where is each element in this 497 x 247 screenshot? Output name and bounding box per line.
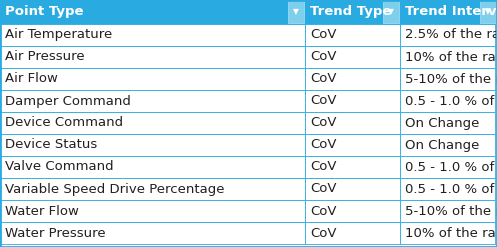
Bar	[383, 1, 399, 23]
Text: Device Command: Device Command	[5, 117, 123, 129]
Text: Device Status: Device Status	[5, 139, 97, 151]
Bar	[305, 0, 400, 24]
Bar	[305, 90, 400, 112]
Text: Trend Type: Trend Type	[310, 5, 391, 19]
Text: Air Flow: Air Flow	[5, 73, 58, 85]
Text: Trend Interval: Trend Interval	[405, 5, 497, 19]
Text: On Change: On Change	[405, 139, 480, 151]
Text: Water Flow: Water Flow	[5, 205, 79, 218]
Bar	[400, 200, 495, 222]
Bar	[305, 222, 400, 244]
Bar	[305, 68, 400, 90]
Text: Air Temperature: Air Temperature	[5, 28, 112, 41]
Bar	[305, 24, 400, 46]
Text: Damper Command: Damper Command	[5, 95, 131, 107]
Text: 2.5% of the range: 2.5% of the range	[405, 28, 497, 41]
Bar	[0, 68, 305, 90]
Bar	[0, 178, 305, 200]
Text: Air Pressure: Air Pressure	[5, 50, 84, 63]
Bar	[400, 0, 495, 24]
Text: ▼: ▼	[485, 7, 491, 17]
Text: 0.5 - 1.0 % of the range: 0.5 - 1.0 % of the range	[405, 183, 497, 195]
Text: 10% of the range: 10% of the range	[405, 50, 497, 63]
Bar	[400, 90, 495, 112]
Bar	[305, 112, 400, 134]
Text: CoV: CoV	[310, 226, 336, 240]
Text: Variable Speed Drive Percentage: Variable Speed Drive Percentage	[5, 183, 225, 195]
Bar	[305, 178, 400, 200]
Text: CoV: CoV	[310, 139, 336, 151]
Text: 0.5 - 1.0 % of the range: 0.5 - 1.0 % of the range	[405, 95, 497, 107]
Bar	[0, 134, 305, 156]
Bar	[0, 46, 305, 68]
Bar	[0, 200, 305, 222]
Text: Valve Command: Valve Command	[5, 161, 114, 173]
Bar	[288, 1, 304, 23]
Bar	[400, 112, 495, 134]
Text: CoV: CoV	[310, 28, 336, 41]
Bar	[0, 112, 305, 134]
Bar	[305, 156, 400, 178]
Bar	[400, 222, 495, 244]
Bar	[0, 0, 305, 24]
Text: 0.5 - 1.0 % of the range: 0.5 - 1.0 % of the range	[405, 161, 497, 173]
Bar	[400, 46, 495, 68]
Text: CoV: CoV	[310, 50, 336, 63]
Bar	[0, 24, 305, 46]
Text: ▼: ▼	[388, 7, 394, 17]
Text: CoV: CoV	[310, 183, 336, 195]
Bar	[400, 156, 495, 178]
Text: CoV: CoV	[310, 117, 336, 129]
Text: Point Type: Point Type	[5, 5, 83, 19]
Bar	[400, 68, 495, 90]
Bar	[0, 156, 305, 178]
Bar	[480, 1, 496, 23]
Bar	[0, 222, 305, 244]
Text: CoV: CoV	[310, 95, 336, 107]
Bar	[400, 178, 495, 200]
Text: CoV: CoV	[310, 161, 336, 173]
Bar	[400, 134, 495, 156]
Text: On Change: On Change	[405, 117, 480, 129]
Text: 5-10% of the range: 5-10% of the range	[405, 205, 497, 218]
Bar	[305, 134, 400, 156]
Text: ▼: ▼	[293, 7, 299, 17]
Bar	[305, 200, 400, 222]
Text: CoV: CoV	[310, 205, 336, 218]
Bar	[305, 46, 400, 68]
Bar	[0, 90, 305, 112]
Text: Water Pressure: Water Pressure	[5, 226, 106, 240]
Text: 10% of the range: 10% of the range	[405, 226, 497, 240]
Text: CoV: CoV	[310, 73, 336, 85]
Text: 5-10% of the range: 5-10% of the range	[405, 73, 497, 85]
Bar	[400, 24, 495, 46]
